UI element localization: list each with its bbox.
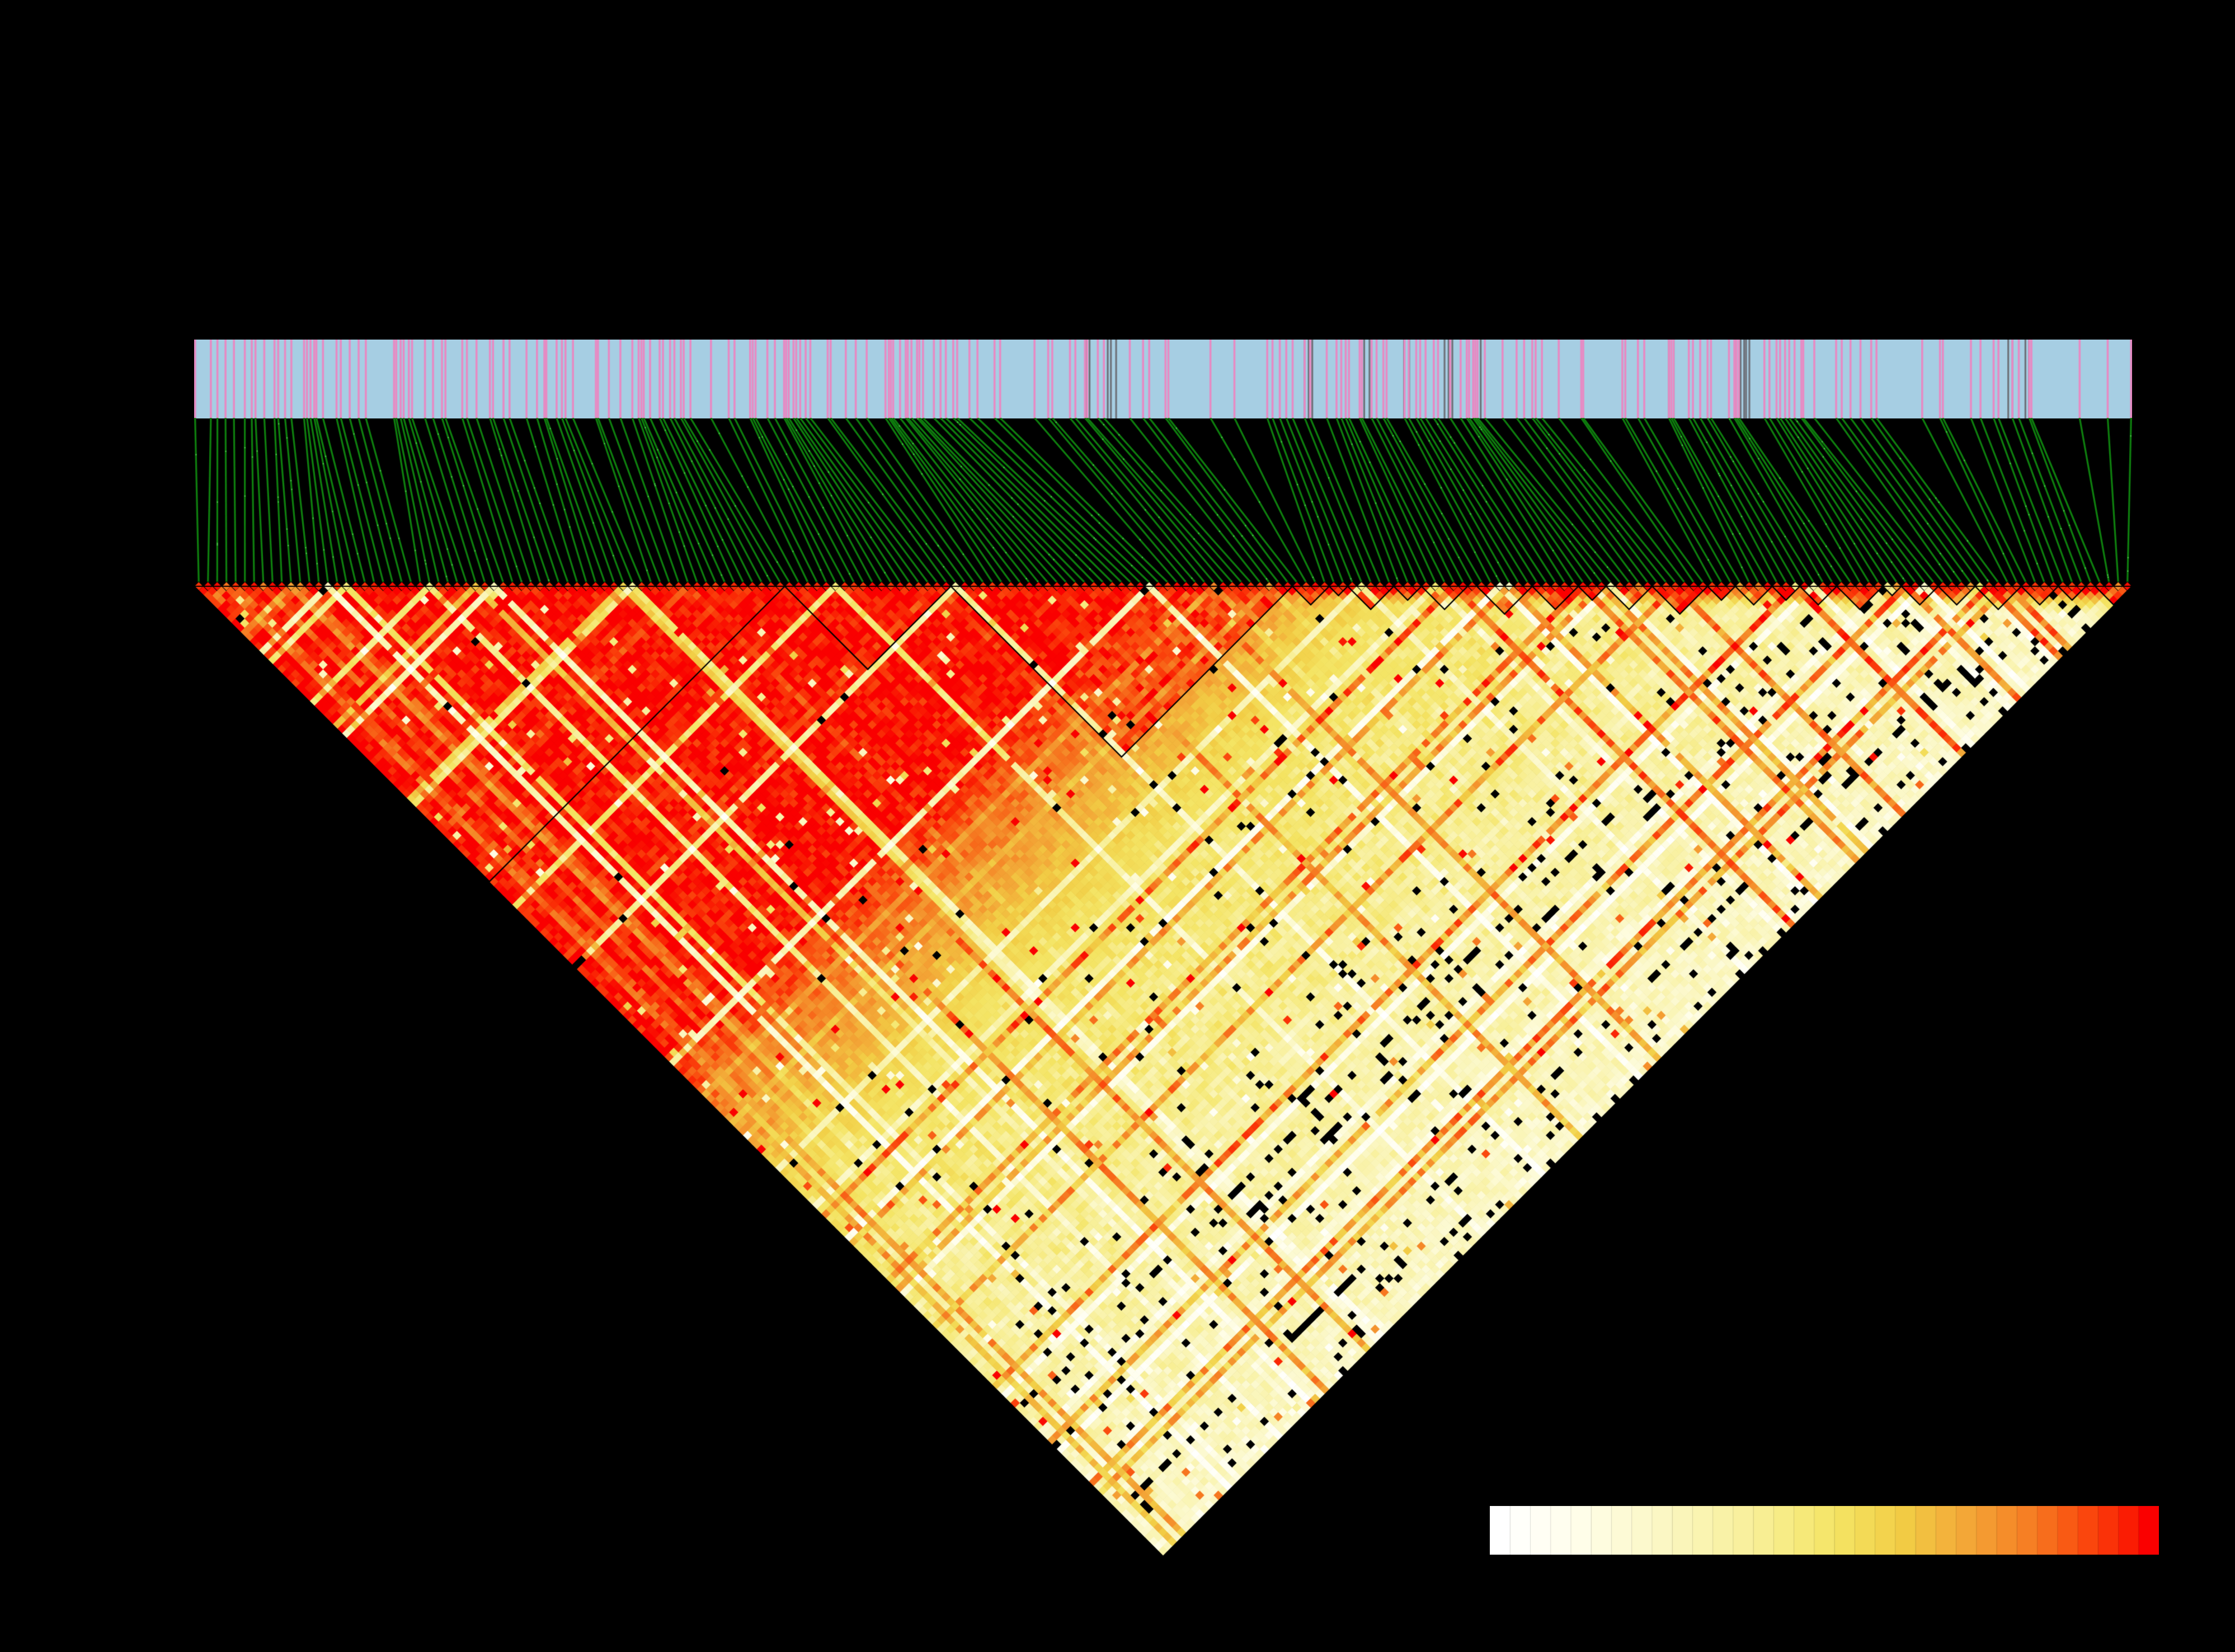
ld-triangle-canvas — [185, 576, 2148, 1572]
snp-mapping-fan-canvas — [194, 418, 2132, 582]
genomic-position-band-canvas — [194, 340, 2132, 418]
color-scale-legend — [1490, 1506, 2159, 1555]
